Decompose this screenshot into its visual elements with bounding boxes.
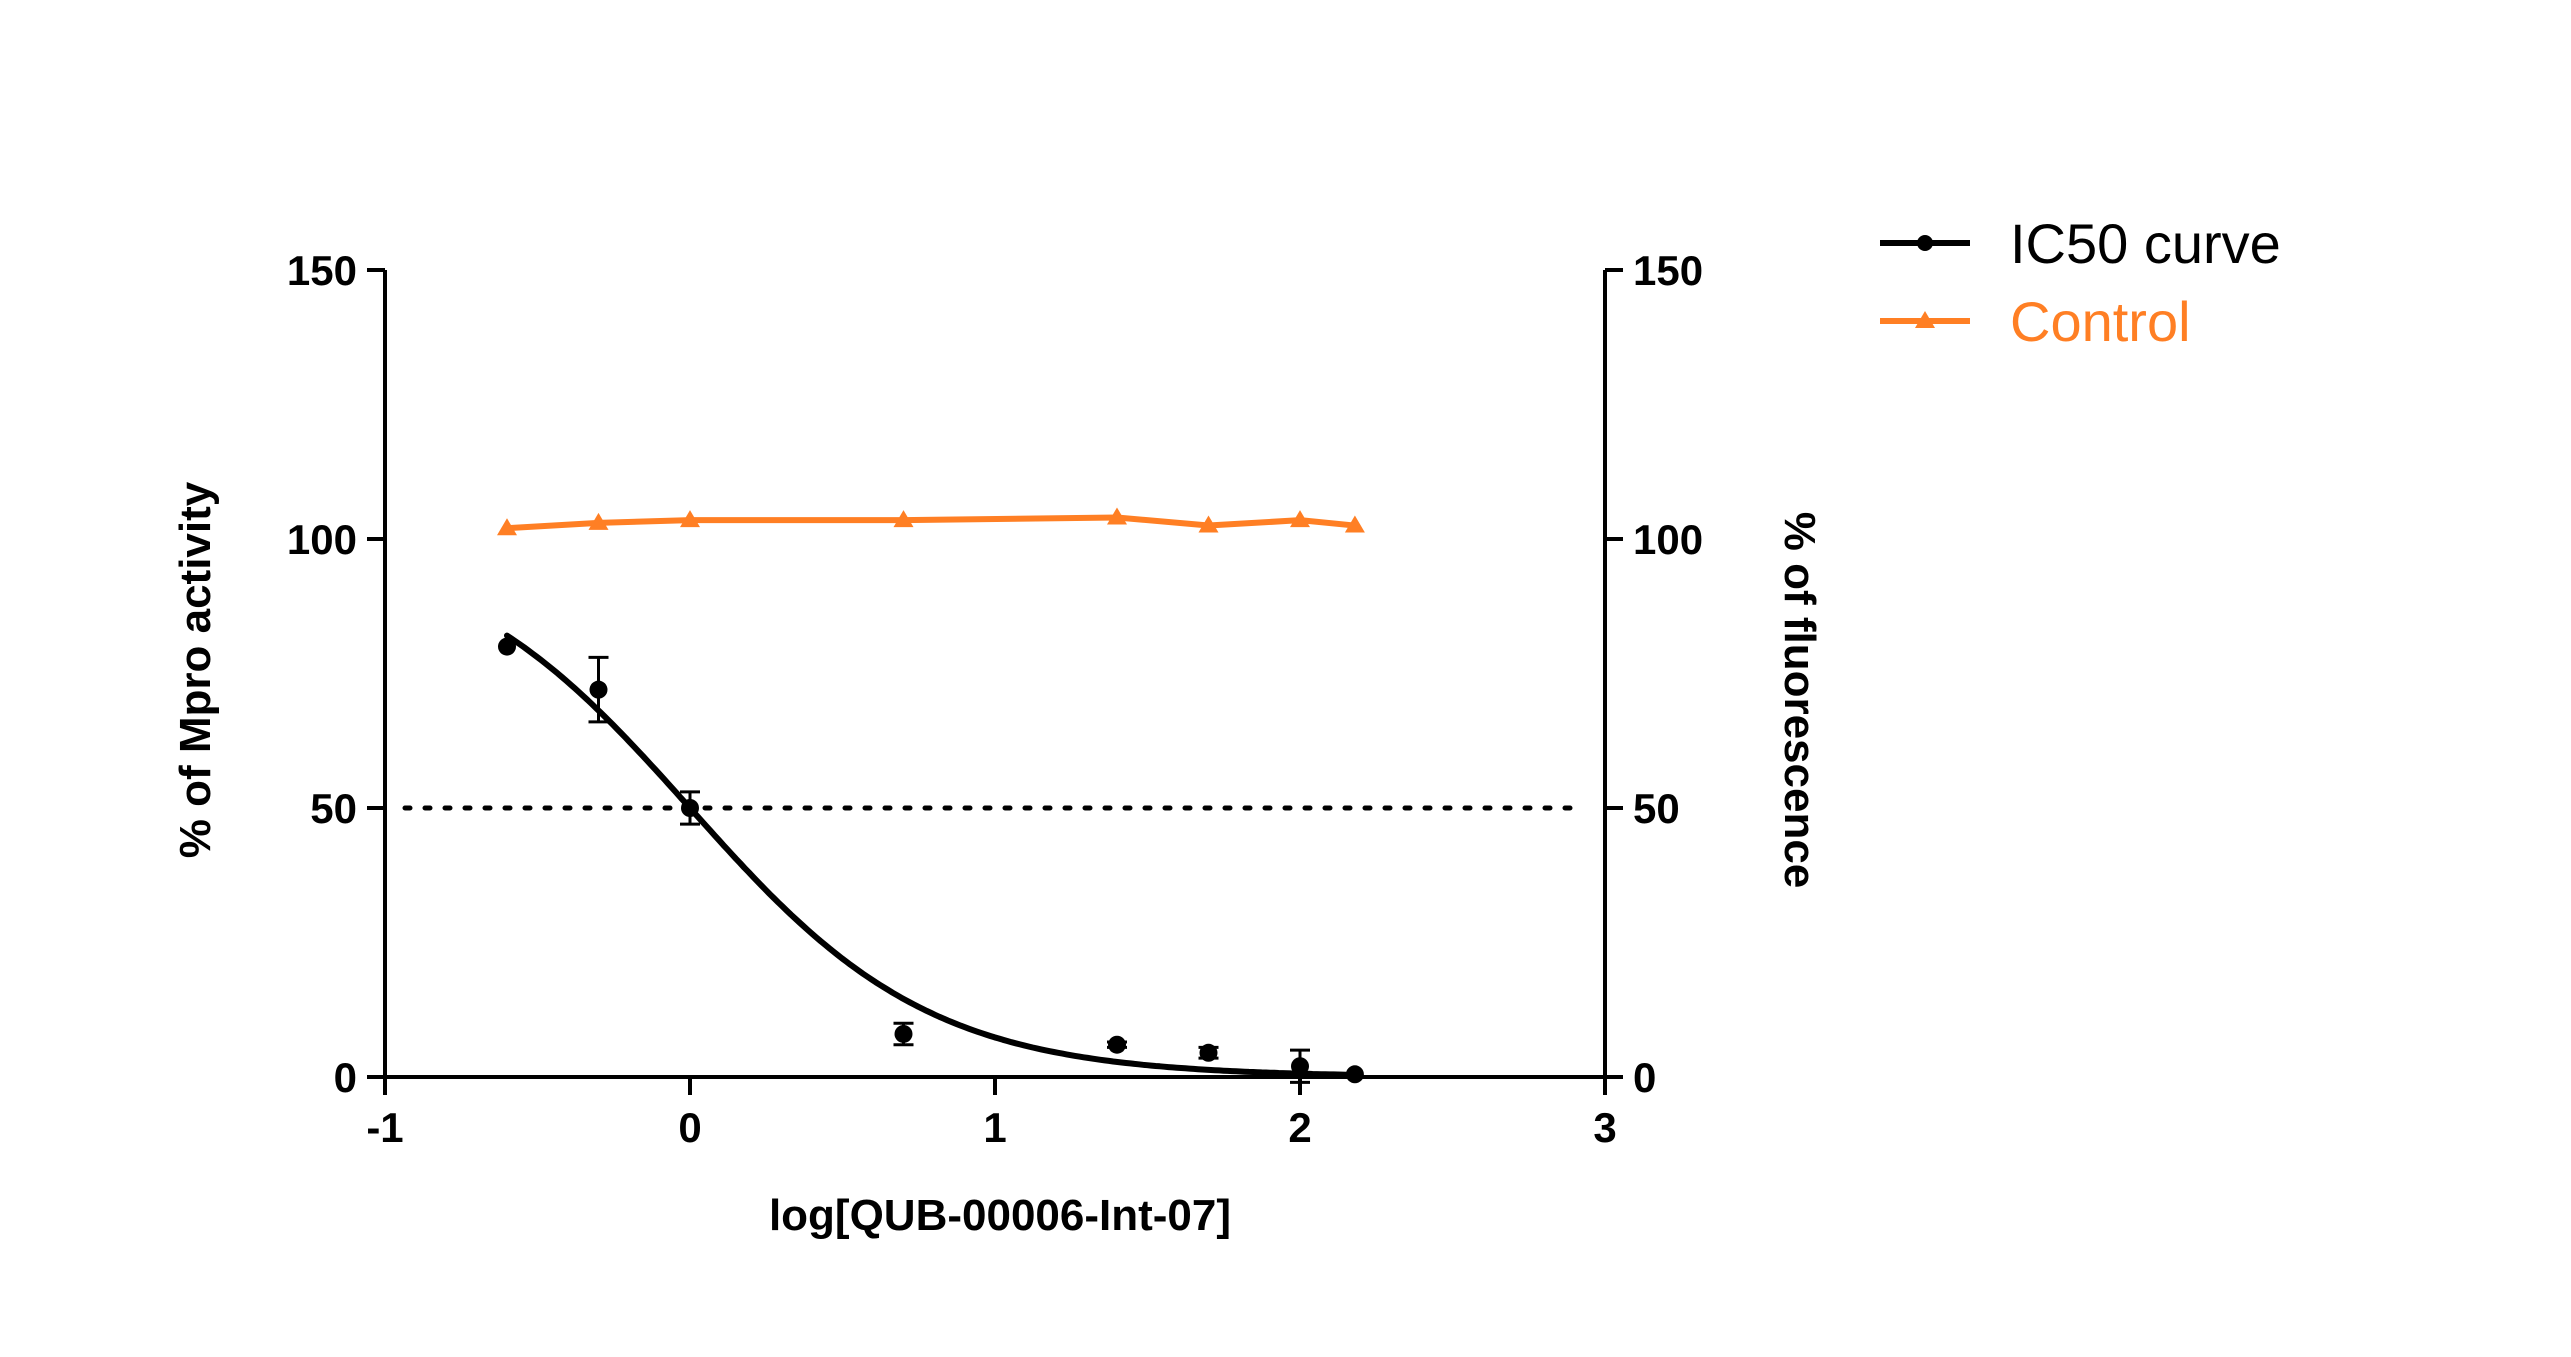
x-tick-label: 3: [1593, 1104, 1616, 1151]
ic50-data-point: [681, 799, 699, 817]
ic50-data-point: [1345, 1065, 1364, 1084]
legend-item-ic50-curve: IC50 curve: [1880, 212, 2281, 275]
ic50-data-point: [894, 1024, 913, 1043]
y-right-tick-label: 150: [1633, 247, 1703, 294]
control-point: [1344, 515, 1365, 533]
control-line: [506, 514, 1356, 532]
control-point: [680, 510, 700, 528]
control-point: [497, 518, 517, 536]
x-tick-label: 0: [678, 1104, 701, 1151]
y-left-tick-label: 100: [287, 516, 357, 563]
ic50-data-point: [1291, 1057, 1309, 1076]
x-tick-label: -1: [366, 1104, 403, 1151]
control-point: [1107, 507, 1127, 525]
ic50-fit-curve: [504, 632, 1358, 1078]
legend-item-control: Control: [1880, 290, 2191, 353]
legend: IC50 curve Control: [1880, 212, 2281, 353]
y-axis-left-label: % of Mpro activity: [171, 481, 220, 858]
legend-marker: [1915, 311, 1935, 328]
y-right-tick-label: 50: [1633, 785, 1680, 832]
legend-label: Control: [2010, 290, 2191, 353]
y-left-tick-label: 50: [310, 785, 357, 832]
legend-label: IC50 curve: [2010, 212, 2281, 275]
series-layer: [497, 507, 1365, 1084]
ic50-data-point: [1199, 1043, 1218, 1062]
y-right-tick-label: 100: [1633, 516, 1703, 563]
series-ic50-curve: [498, 632, 1364, 1084]
ic50-data-point: [589, 680, 608, 699]
control-point: [1290, 510, 1310, 528]
legend-marker: [1917, 235, 1933, 251]
series-control: [497, 507, 1365, 536]
control-point: [893, 510, 914, 528]
control-point: [588, 512, 609, 530]
x-tick-label: 1: [983, 1104, 1006, 1151]
y-axis-right-label: % of fluorescence: [1775, 512, 1824, 889]
x-tick-label: 2: [1288, 1104, 1311, 1151]
ic50-data-point: [498, 637, 516, 656]
y-left-tick-label: 0: [334, 1054, 357, 1101]
y-right-tick-label: 0: [1633, 1054, 1656, 1101]
ic50-data-point: [1108, 1035, 1126, 1054]
y-left-tick-label: 150: [287, 247, 357, 294]
control-point: [1198, 515, 1219, 533]
x-axis-label: log[QUB-00006-Int-07]: [769, 1191, 1231, 1240]
